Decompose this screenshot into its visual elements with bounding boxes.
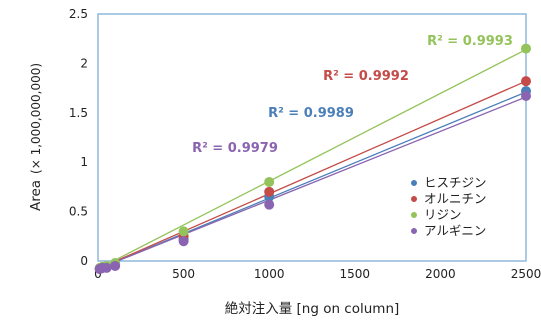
- x-tick-label: 500: [172, 267, 195, 281]
- r2-label-histidine: R² = 0.9989: [268, 106, 354, 121]
- fit-lines: [97, 48, 527, 270]
- data-point-lysine: [178, 226, 189, 237]
- y-tick-label: 2.5: [69, 7, 88, 21]
- data-point-ornithine: [521, 76, 531, 87]
- y-axis-title-unit: (× 1,000,000,000): [29, 63, 43, 174]
- y-tick-labels: 0 0.5 1 1.5 2 2.5: [69, 7, 88, 268]
- y-tick-label: 0.5: [69, 205, 88, 219]
- y-axis-title: Area (× 1,000,000,000): [28, 63, 44, 211]
- x-tick-label: 2500: [511, 267, 541, 281]
- fit-line-arginine: [97, 96, 527, 270]
- data-points: [94, 43, 531, 274]
- y-axis-title-main: Area: [28, 180, 44, 211]
- legend-marker-arginine: [411, 228, 417, 234]
- data-point-arginine: [101, 262, 112, 273]
- x-tick-labels: 0 500 1000 1500 2000 2500: [94, 267, 541, 281]
- r2-label-lysine: R² = 0.9993: [427, 34, 513, 49]
- data-point-arginine: [178, 236, 189, 247]
- legend-marker-histidine: [411, 180, 417, 186]
- x-axis-title: 絶対注入量 [ng on column]: [225, 301, 400, 317]
- data-point-lysine: [264, 176, 275, 187]
- y-tick-label: 0: [80, 254, 88, 268]
- legend-label-ornithine: オルニチン: [424, 191, 487, 206]
- r2-labels: R² = 0.9989 R² = 0.9992 R² = 0.9993 R² = 0.…: [192, 34, 513, 156]
- legend-marker-ornithine: [411, 196, 417, 202]
- data-point-arginine: [521, 91, 531, 102]
- y-tick-label: 1.5: [69, 106, 88, 120]
- y-tick-label: 2: [80, 56, 88, 70]
- legend-label-arginine: アルギニン: [424, 223, 486, 238]
- x-tick-label: 1000: [254, 267, 285, 281]
- fit-line-ornithine: [97, 80, 527, 270]
- fit-line-histidine: [97, 91, 527, 270]
- data-point-lysine: [521, 43, 531, 54]
- x-tick-label: 2000: [425, 267, 456, 281]
- fit-line-lysine: [97, 48, 527, 270]
- y-tick-label: 1: [80, 155, 88, 169]
- plot-frame: [97, 13, 527, 262]
- r2-label-ornithine: R² = 0.9992: [323, 69, 409, 84]
- r2-label-arginine: R² = 0.9979: [192, 141, 278, 156]
- data-point-ornithine: [264, 186, 275, 197]
- legend-label-histidine: ヒスチジン: [424, 175, 487, 190]
- legend-marker-lysine: [411, 212, 417, 218]
- data-point-arginine: [110, 260, 121, 271]
- x-tick-label: 1500: [340, 267, 371, 281]
- x-tick-label: 0: [94, 267, 102, 281]
- legend-label-lysine: リジン: [424, 207, 462, 222]
- data-point-arginine: [264, 199, 275, 210]
